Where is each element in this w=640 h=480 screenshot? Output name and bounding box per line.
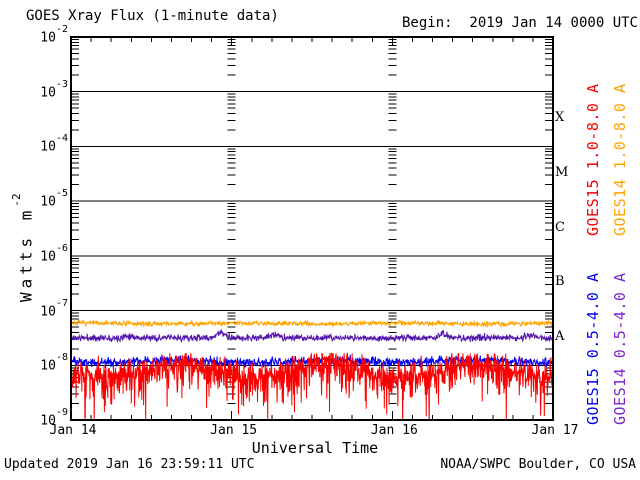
flare-class-label: X: [555, 110, 565, 126]
y-axis-title-exponent: -2: [10, 193, 24, 207]
y-axis-title: Watts m-2: [10, 193, 36, 302]
y-tick-label: 10-7: [40, 297, 68, 319]
y-tick-label: 10-8: [40, 352, 68, 374]
series-goes14-long: [71, 318, 553, 328]
series-label-goes14-short: GOES14 0.5-4.0 A: [611, 272, 629, 426]
series-lines: [71, 318, 553, 420]
y-tick-label: 10-2: [40, 24, 68, 46]
series-label-goes15-long: GOES15 1.0-8.0 A: [584, 83, 602, 237]
y-tick-label: 10-6: [40, 242, 68, 265]
begin-timestamp: Begin: 2019 Jan 14 0000 UTC: [401, 15, 638, 31]
y-tick-label: 10-5: [40, 188, 68, 210]
flare-class-label: M: [555, 164, 569, 180]
y-axis-title-text: Watts m: [16, 206, 36, 302]
x-axis-title: Universal Time: [251, 439, 379, 457]
series-label-goes14-long: GOES14 1.0-8.0 A: [611, 83, 629, 237]
y-tick-label: 10-4: [40, 133, 68, 155]
updated-timestamp: Updated 2019 Jan 16 23:59:11 UTC: [4, 457, 255, 472]
plot-border: [70, 36, 554, 421]
agency-credit: NOAA/SWPC Boulder, CO USA: [440, 457, 636, 472]
flare-class-label: B: [555, 274, 565, 290]
series-goes15-long: [71, 352, 553, 420]
flare-class-label: A: [555, 328, 565, 344]
log-minor-ticks: [71, 39, 553, 405]
chart-title: GOES Xray Flux (1-minute data): [26, 8, 279, 24]
x-tick-label: Jan 17: [531, 423, 579, 438]
series-label-goes15-short: GOES15 0.5-4.0 A: [584, 272, 602, 426]
flare-class-label: C: [555, 219, 565, 235]
y-tick-label: 10-3: [40, 78, 68, 101]
x-tick-label: Jan 15: [210, 423, 258, 438]
y-tick-label: 10-9: [40, 407, 68, 429]
x-tick-label: Jan 16: [370, 423, 418, 438]
x-tick-label: Jan 14: [49, 423, 97, 438]
series-goes14-short: [71, 329, 553, 343]
